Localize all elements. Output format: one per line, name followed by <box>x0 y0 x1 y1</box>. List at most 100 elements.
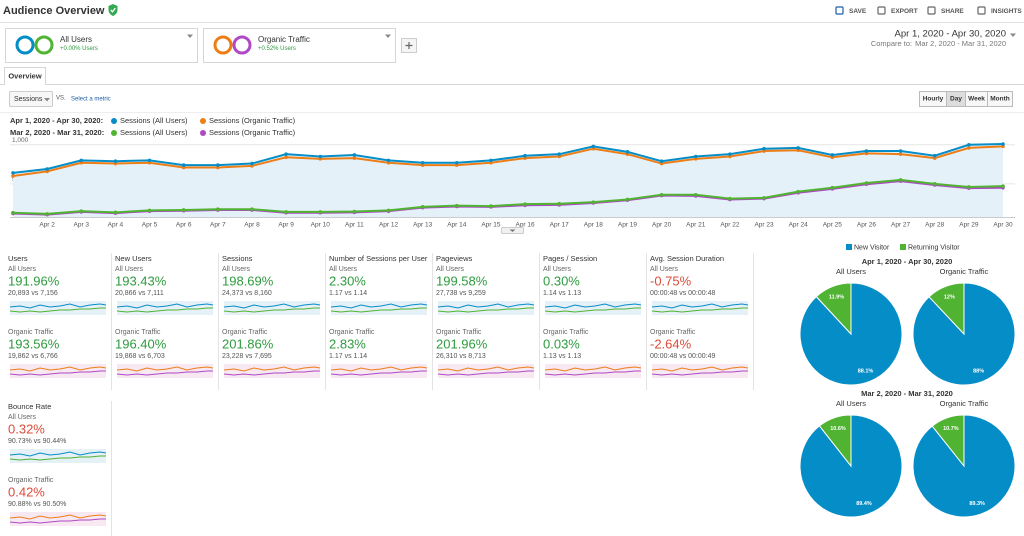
data-point <box>625 150 630 154</box>
x-tick-label: Apr 16 <box>515 222 535 229</box>
dropdown-caret[interactable] <box>44 98 50 102</box>
legend-label: Sessions (All Users) <box>120 128 188 137</box>
granularity-label[interactable]: Week <box>968 96 985 103</box>
data-point <box>830 185 835 190</box>
data-point <box>489 204 493 208</box>
select-metric-link[interactable]: Select a metric <box>71 97 111 103</box>
granularity-button[interactable] <box>987 91 1013 107</box>
x-tick-label: Apr 15 <box>481 222 501 229</box>
metric-compare: 1.14 vs 1.13 <box>543 290 581 297</box>
data-point <box>79 158 84 163</box>
x-tick-label: Apr 14 <box>447 222 467 229</box>
metric-segment: All Users <box>222 266 251 273</box>
metric-name: Pages / Session <box>543 254 597 263</box>
metric-change: 201.86% <box>222 336 274 351</box>
sparkline <box>651 307 748 313</box>
x-tick-label: Apr 24 <box>789 222 809 229</box>
data-point <box>762 146 766 151</box>
data-point <box>693 192 698 197</box>
pie-label: 88% <box>973 368 984 374</box>
action-button[interactable]: SAVE <box>849 8 867 15</box>
metric-name: Bounce Rate <box>8 402 51 411</box>
metric-dropdown[interactable] <box>9 91 53 107</box>
data-point <box>591 144 596 149</box>
metric-segment: All Users <box>543 266 572 273</box>
granularity-label[interactable]: Hourly <box>923 96 944 103</box>
data-point <box>386 208 391 213</box>
x-tick-label: Apr 19 <box>618 222 638 229</box>
metric-compare: 24,373 vs 8,160 <box>222 290 272 297</box>
x-tick-label: Apr 8 <box>244 222 260 229</box>
sparkline <box>544 307 641 313</box>
data-point <box>557 201 562 206</box>
pie-label: 10.7% <box>943 426 959 432</box>
metric-compare: 19,868 vs 6,703 <box>115 353 165 360</box>
x-tick-label: Apr 18 <box>584 222 604 229</box>
metric-segment: Organic Traffic <box>329 329 375 336</box>
action-icon <box>977 6 986 15</box>
sparkline-band <box>331 301 427 315</box>
pie-period: Mar 2, 2020 - Mar 31, 2020 <box>861 389 953 398</box>
metric-segment: All Users <box>650 266 679 273</box>
data-point <box>693 154 698 159</box>
data-point <box>967 185 971 189</box>
sparkline <box>651 370 748 376</box>
legend-swatch <box>900 244 906 250</box>
metric-name: Sessions <box>222 254 253 263</box>
data-point <box>318 154 323 159</box>
data-point <box>386 158 391 163</box>
pie-period: Apr 1, 2020 - Apr 30, 2020 <box>862 257 953 266</box>
data-point <box>113 159 118 163</box>
sparkline-band <box>438 301 534 315</box>
segment-ring <box>15 35 35 55</box>
action-button[interactable]: SHARE <box>941 8 964 15</box>
collapse-caret <box>509 229 516 232</box>
metric-change: 0.42% <box>8 484 45 499</box>
segment-box[interactable] <box>203 28 396 63</box>
data-point <box>1001 184 1005 188</box>
pie-slice <box>815 282 852 336</box>
dropdown-caret[interactable] <box>187 34 193 39</box>
pie-slice <box>818 414 852 468</box>
legend-label: Sessions (Organic Traffic) <box>209 116 296 125</box>
metric-change: -0.75% <box>650 273 692 288</box>
data-point <box>181 208 186 212</box>
data-point <box>728 196 732 201</box>
data-point <box>284 152 288 156</box>
data-point <box>216 163 220 167</box>
metric-change: 2.83% <box>329 336 366 351</box>
action-button[interactable]: INSIGHTS <box>991 8 1022 15</box>
segment-change: +0.52% Users <box>258 46 296 52</box>
action-button[interactable]: EXPORT <box>891 8 918 15</box>
metric-compare: 1.17 vs 1.14 <box>329 290 367 297</box>
data-point <box>352 156 357 160</box>
metric-compare: 19,862 vs 6,766 <box>8 353 58 360</box>
check-icon <box>110 7 116 13</box>
metric-compare: 27,738 vs 9,259 <box>436 290 486 297</box>
sparkline <box>437 307 534 313</box>
metric-segment: Organic Traffic <box>650 329 696 336</box>
sparkline-band <box>10 364 106 378</box>
pie-slice <box>799 414 903 518</box>
sparkline <box>116 366 214 372</box>
date-range[interactable]: Apr 1, 2020 - Apr 30, 2020 <box>895 29 1006 40</box>
sparkline <box>9 370 106 376</box>
compare-label: Compare to: <box>871 39 912 48</box>
granularity-label[interactable]: Day <box>950 96 962 103</box>
data-point <box>830 153 835 157</box>
segment-ring <box>34 35 54 55</box>
pie-slice <box>912 414 1016 518</box>
dropdown-caret[interactable] <box>1010 33 1016 38</box>
sparkline-band <box>224 301 320 315</box>
metric-compare: 26,310 vs 8,713 <box>436 353 486 360</box>
metric-name: Avg. Session Duration <box>650 254 724 263</box>
sparkline <box>9 518 106 524</box>
tab-label[interactable]: Overview <box>8 71 42 80</box>
sparkline-band <box>652 301 748 315</box>
x-tick-label: Apr 10 <box>311 222 331 229</box>
dropdown-caret[interactable] <box>385 34 391 39</box>
metric-dropdown-label: Sessions <box>14 96 43 103</box>
segment-ring <box>232 35 252 55</box>
granularity-label[interactable]: Month <box>990 96 1010 103</box>
line-series <box>12 143 1004 174</box>
